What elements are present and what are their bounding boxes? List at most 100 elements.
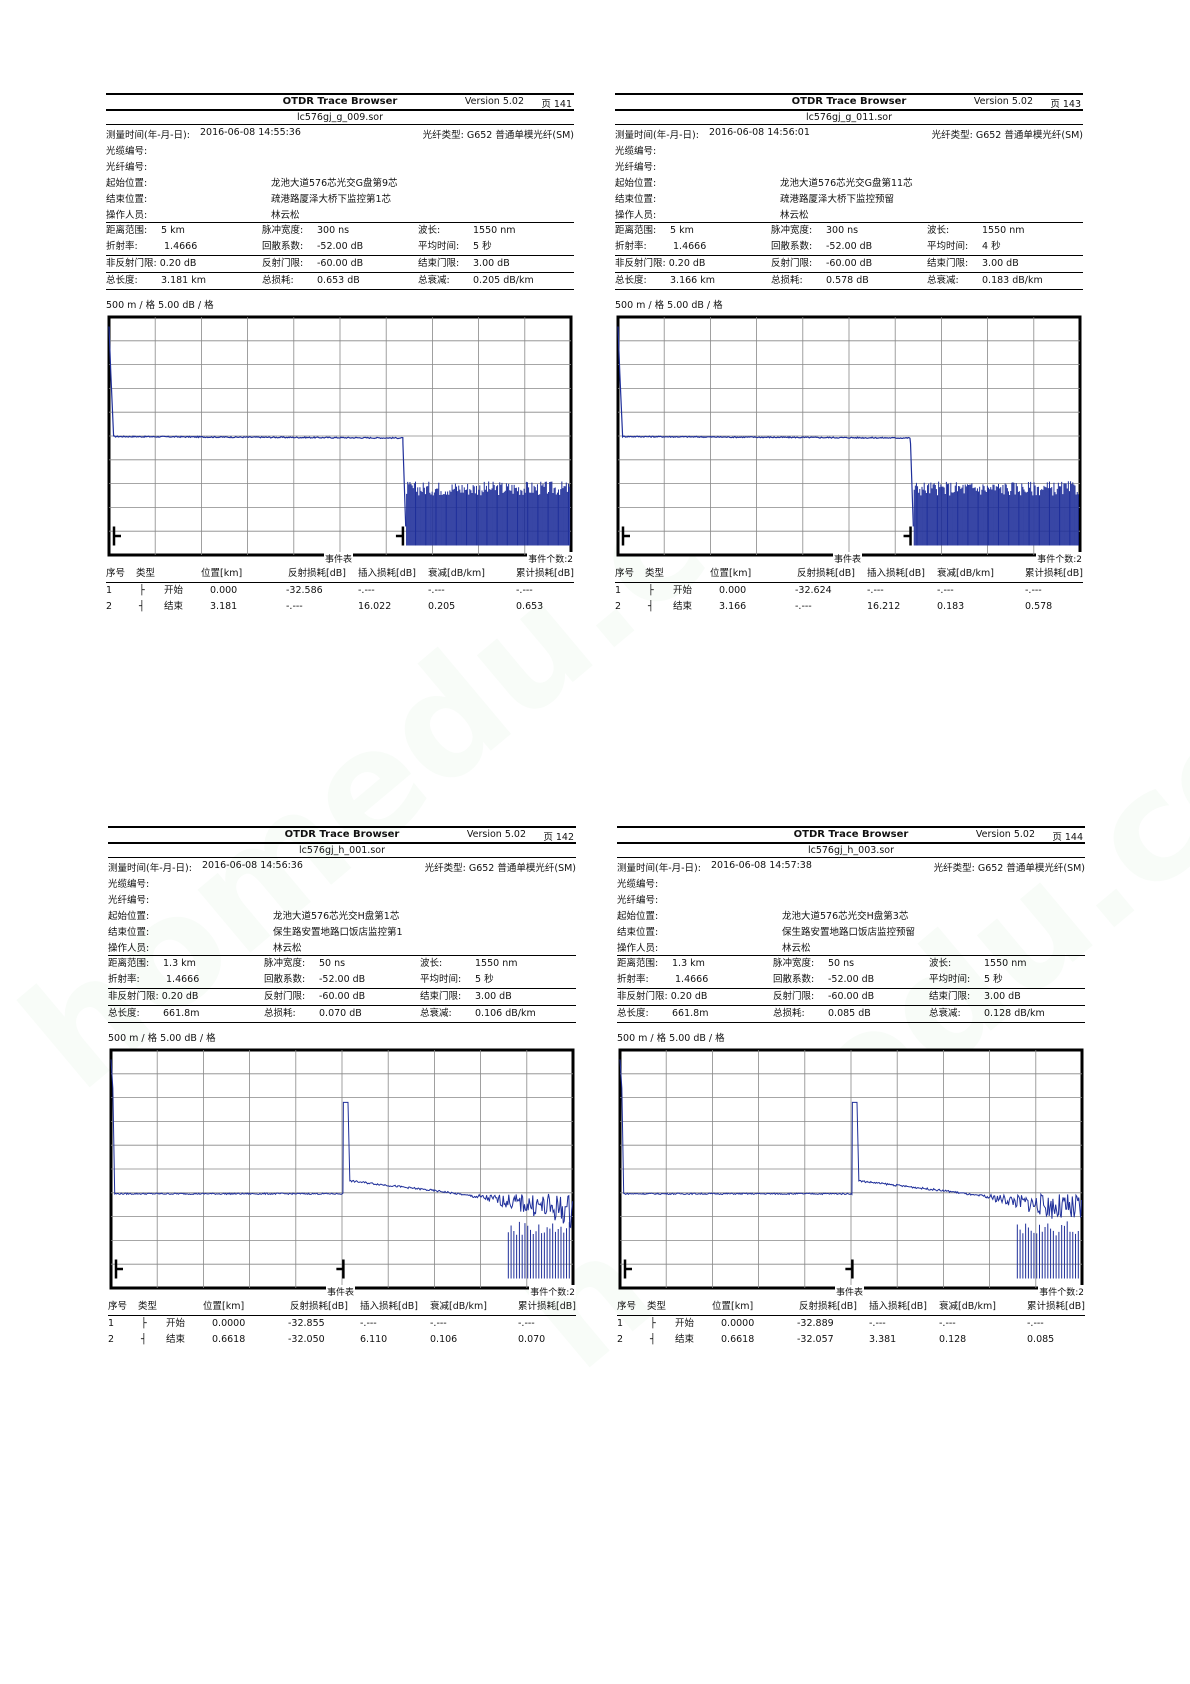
- totals: 总长度: 661.8m 总损耗: 0.070 dB 总衰减: 0.106 dB/km: [108, 1005, 576, 1023]
- totals: 总长度: 661.8m 总损耗: 0.085 dB 总衰减: 0.128 dB/km: [617, 1005, 1085, 1023]
- parameters: 距离范围: 5 km 脉冲宽度: 300 ns 波长: 1550 nm 折射率: 1.4666…: [615, 222, 1083, 255]
- fiber-type: 光纤类型: G652 普通单模光纤(SM): [931, 130, 1083, 141]
- event-col-header: 衰减[dB/km]: [939, 1301, 996, 1312]
- start-location-label: 起始位置:: [615, 178, 657, 189]
- cable-id-label: 光缆编号:: [617, 879, 659, 890]
- noise-floor: [1016, 1221, 1079, 1279]
- event-position: 0.0000: [212, 1318, 246, 1329]
- operator-label: 操作人员:: [617, 943, 659, 954]
- param-cell: 折射率:: [617, 974, 649, 985]
- noise-floor: [913, 481, 1079, 546]
- event-reflectance: -32.624: [795, 585, 832, 596]
- event-reflectance: -32.855: [288, 1318, 325, 1329]
- threshold-row: 非反射门限: 0.20 dB 反射门限: -60.00 dB 结束门限: 3.00 dB: [106, 256, 574, 272]
- start-location-value: 龙池大道576芯光交G盘第11芯: [780, 178, 913, 189]
- start-location-label: 起始位置:: [108, 911, 150, 922]
- param-cell: 波长:: [418, 225, 441, 236]
- totals-cell: 总长度:: [617, 1008, 649, 1019]
- chart-area: 事件表 事件个数:2: [106, 314, 574, 565]
- param-cell: 回散系数:: [771, 241, 813, 252]
- chart-scale: 500 m / 格 5.00 dB / 格: [108, 1033, 216, 1044]
- event-insertion-loss: 6.110: [360, 1334, 388, 1345]
- param-cell: 1550 nm: [984, 958, 1027, 969]
- start-location-label: 起始位置:: [106, 178, 148, 189]
- totals-cell: 总长度:: [615, 275, 647, 286]
- totals-row: 总长度: 661.8m 总损耗: 0.085 dB 总衰减: 0.128 dB/km: [617, 1006, 1085, 1022]
- measure-time-value: 2016-06-08 14:55:36: [200, 127, 301, 138]
- param-cell: 1550 nm: [473, 225, 516, 236]
- event-type-icon: ├: [141, 1318, 147, 1329]
- operator-label: 操作人员:: [108, 943, 150, 954]
- otdr-report: OTDR Trace Browser Version 5.02 页 143 lc576…: [615, 93, 1083, 615]
- event-table-label: 事件表: [324, 552, 354, 565]
- chart-scale: 500 m / 格 5.00 dB / 格: [615, 300, 723, 311]
- event-col-header: 类型: [136, 568, 156, 579]
- event-type-icon: ┤: [650, 1334, 656, 1345]
- threshold-cell: -60.00 dB: [319, 991, 366, 1002]
- trace-info: 测量时间(年-月-日): 2016-06-08 14:56:36 光缆编号: 光纤编号…: [108, 858, 576, 955]
- version-label: Version 5.02: [464, 96, 524, 107]
- file-name: lc576gj_h_001.sor: [108, 844, 576, 858]
- event-col-header: 序号: [106, 568, 126, 579]
- cable-id-label: 光缆编号:: [615, 146, 657, 157]
- threshold-cell: 结束门限:: [927, 258, 969, 269]
- param-cell: 距离范围:: [106, 225, 148, 236]
- param-cell: -52.00 dB: [319, 974, 366, 985]
- param-row: 距离范围: 5 km 脉冲宽度: 300 ns 波长: 1550 nm: [615, 223, 1083, 239]
- measure-time-value: 2016-06-08 14:56:36: [202, 860, 303, 871]
- end-location-value: 疏港路厦泽大桥下监控预留: [780, 194, 895, 205]
- cable-id-label: 光缆编号:: [108, 879, 150, 890]
- chart-scale: 500 m / 格 5.00 dB / 格: [106, 300, 214, 311]
- event-reflectance: -32.050: [288, 1334, 325, 1345]
- otdr-trace-chart: [109, 1048, 575, 1290]
- threshold-cell: 结束门限:: [420, 991, 462, 1002]
- version-label: Version 5.02: [466, 829, 526, 840]
- event-attenuation: -.---: [430, 1318, 447, 1329]
- app-title: OTDR Trace Browser: [793, 829, 909, 840]
- end-location-value: 疏港路厦泽大桥下监控第1芯: [271, 194, 392, 205]
- fiber-id-label: 光纤编号:: [106, 162, 148, 173]
- param-cell: 50 ns: [319, 958, 346, 969]
- event-cumulative-loss: -.---: [1027, 1318, 1044, 1329]
- report-header: OTDR Trace Browser Version 5.02 页 143: [615, 93, 1083, 111]
- event-col-header: 累计损耗[dB]: [518, 1301, 576, 1312]
- operator-value: 林云松: [271, 210, 300, 221]
- event-type: 开始: [673, 585, 693, 596]
- event-reflectance: -.---: [795, 601, 812, 612]
- event-insertion-loss: -.---: [869, 1318, 886, 1329]
- measure-time-label: 测量时间(年-月-日):: [106, 130, 190, 141]
- param-cell: 5 km: [161, 225, 185, 236]
- event-insertion-loss: -.---: [360, 1318, 377, 1329]
- fiber-type: 光纤类型: G652 普通单模光纤(SM): [933, 863, 1085, 874]
- totals-cell: 3.166 km: [670, 275, 715, 286]
- otdr-trace-chart: [616, 315, 1082, 557]
- event-table-label: 事件表: [835, 1285, 865, 1298]
- threshold-cell: 反射门限:: [264, 991, 306, 1002]
- parameters: 距离范围: 5 km 脉冲宽度: 300 ns 波长: 1550 nm 折射率: 1.4666…: [106, 222, 574, 255]
- param-cell: 距离范围:: [615, 225, 657, 236]
- param-cell: 1550 nm: [982, 225, 1025, 236]
- event-table-label: 事件表: [833, 552, 863, 565]
- version-label: Version 5.02: [975, 829, 1035, 840]
- param-cell: 回散系数:: [773, 974, 815, 985]
- threshold-cell: 3.00 dB: [982, 258, 1019, 269]
- measure-time-label: 测量时间(年-月-日):: [615, 130, 699, 141]
- page-number: 页 141: [541, 99, 572, 110]
- event-row: 2 ┤ 结束 0.6618 -32.057 3.381 0.128 0.085: [617, 1332, 1085, 1348]
- event-col-header: 反射损耗[dB]: [797, 568, 855, 579]
- event-col-header: 反射损耗[dB]: [290, 1301, 348, 1312]
- event-row: 1 ├ 开始 0.000 -32.624 -.--- -.--- -.---: [615, 583, 1083, 599]
- event-no: 2: [615, 601, 622, 612]
- param-cell: 脉冲宽度:: [262, 225, 304, 236]
- event-col-header: 累计损耗[dB]: [1025, 568, 1083, 579]
- event-col-header: 反射损耗[dB]: [799, 1301, 857, 1312]
- event-cumulative-loss: -.---: [518, 1318, 535, 1329]
- noise-floor: [507, 1221, 570, 1279]
- totals-cell: 0.128 dB/km: [984, 1008, 1045, 1019]
- event-type-icon: ┤: [139, 601, 145, 612]
- event-no: 1: [108, 1318, 115, 1329]
- end-location-label: 结束位置:: [617, 927, 659, 938]
- totals-cell: 3.181 km: [161, 275, 206, 286]
- end-location-label: 结束位置:: [615, 194, 657, 205]
- event-attenuation: -.---: [939, 1318, 956, 1329]
